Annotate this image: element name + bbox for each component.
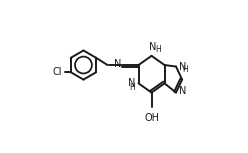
Text: OH: OH xyxy=(145,113,160,123)
Text: H: H xyxy=(182,65,187,74)
Text: N: N xyxy=(179,62,187,72)
Text: N: N xyxy=(114,59,121,69)
Text: N: N xyxy=(179,86,187,96)
Text: H: H xyxy=(129,83,135,92)
Text: N: N xyxy=(128,78,135,88)
Text: Cl: Cl xyxy=(52,67,62,77)
Text: N: N xyxy=(149,42,156,52)
Text: H: H xyxy=(155,45,161,54)
